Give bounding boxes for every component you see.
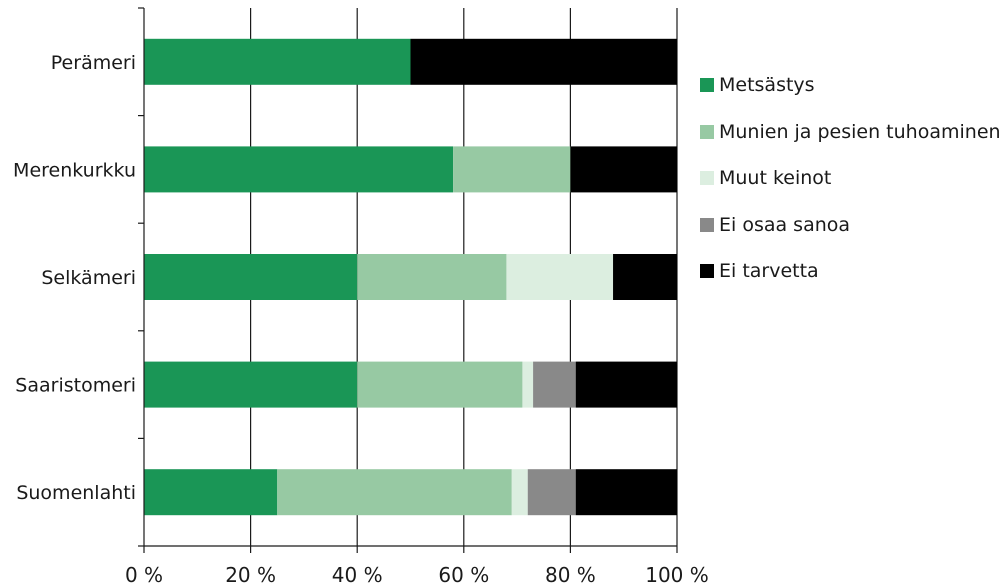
- legend-item: Ei tarvetta: [700, 248, 1000, 295]
- legend-swatch: [700, 264, 714, 279]
- bar-segment: [506, 254, 614, 300]
- x-tick-label: 80 %: [545, 563, 596, 585]
- category-label: Perämeri: [51, 52, 136, 74]
- axis-labels: 0 % 20 % 40 % 60 % 80 % 100 % Perämeri Merenkur…: [13, 52, 709, 585]
- legend: Metsästys Munien ja pesien tuhoaminen Muut…: [700, 62, 1000, 295]
- bar-segment: [570, 146, 677, 193]
- legend-swatch: [700, 217, 714, 232]
- bar-segment: [522, 361, 534, 408]
- x-tick-label: 100 %: [645, 563, 709, 585]
- legend-item: Munien ja pesien tuhoaminen: [700, 109, 1000, 156]
- legend-label: Muut keinot: [719, 167, 832, 190]
- axes: [138, 7, 678, 553]
- bar-segment: [144, 361, 358, 408]
- bar-segment: [144, 254, 358, 300]
- legend-label: Munien ja pesien tuhoaminen: [719, 120, 1000, 143]
- bars: [144, 38, 677, 516]
- bar-segment: [613, 254, 677, 300]
- category-label: Suomenlahti: [16, 482, 136, 504]
- bar-segment: [357, 254, 507, 300]
- bar-segment: [357, 361, 523, 408]
- category-label: Merenkurkku: [13, 159, 136, 181]
- bar-segment: [453, 146, 571, 193]
- legend-item: Muut keinot: [700, 155, 1000, 202]
- bar-segment: [511, 469, 528, 516]
- legend-swatch: [700, 78, 714, 93]
- bar-segment: [533, 361, 576, 408]
- x-tick-label: 60 %: [438, 563, 489, 585]
- bar-segment: [144, 469, 278, 516]
- category-label: Saaristomeri: [15, 375, 136, 397]
- bar-segment: [144, 38, 411, 85]
- bar-segment: [410, 38, 677, 85]
- legend-swatch: [700, 171, 714, 186]
- x-tick-label: 0 %: [125, 563, 163, 585]
- bar-segment: [575, 361, 677, 408]
- category-label: Selkämeri: [41, 267, 136, 289]
- legend-label: Metsästys: [719, 74, 815, 97]
- legend-label: Ei tarvetta: [719, 260, 819, 283]
- bar-segment: [277, 469, 512, 516]
- legend-swatch: [700, 124, 714, 139]
- bar-segment: [575, 469, 677, 516]
- legend-item: Ei osaa sanoa: [700, 202, 1000, 249]
- bar-segment: [527, 469, 576, 516]
- bar-segment: [144, 146, 454, 193]
- legend-item: Metsästys: [700, 62, 1000, 109]
- x-tick-label: 20 %: [225, 563, 276, 585]
- legend-label: Ei osaa sanoa: [719, 213, 851, 236]
- x-tick-label: 40 %: [332, 563, 383, 585]
